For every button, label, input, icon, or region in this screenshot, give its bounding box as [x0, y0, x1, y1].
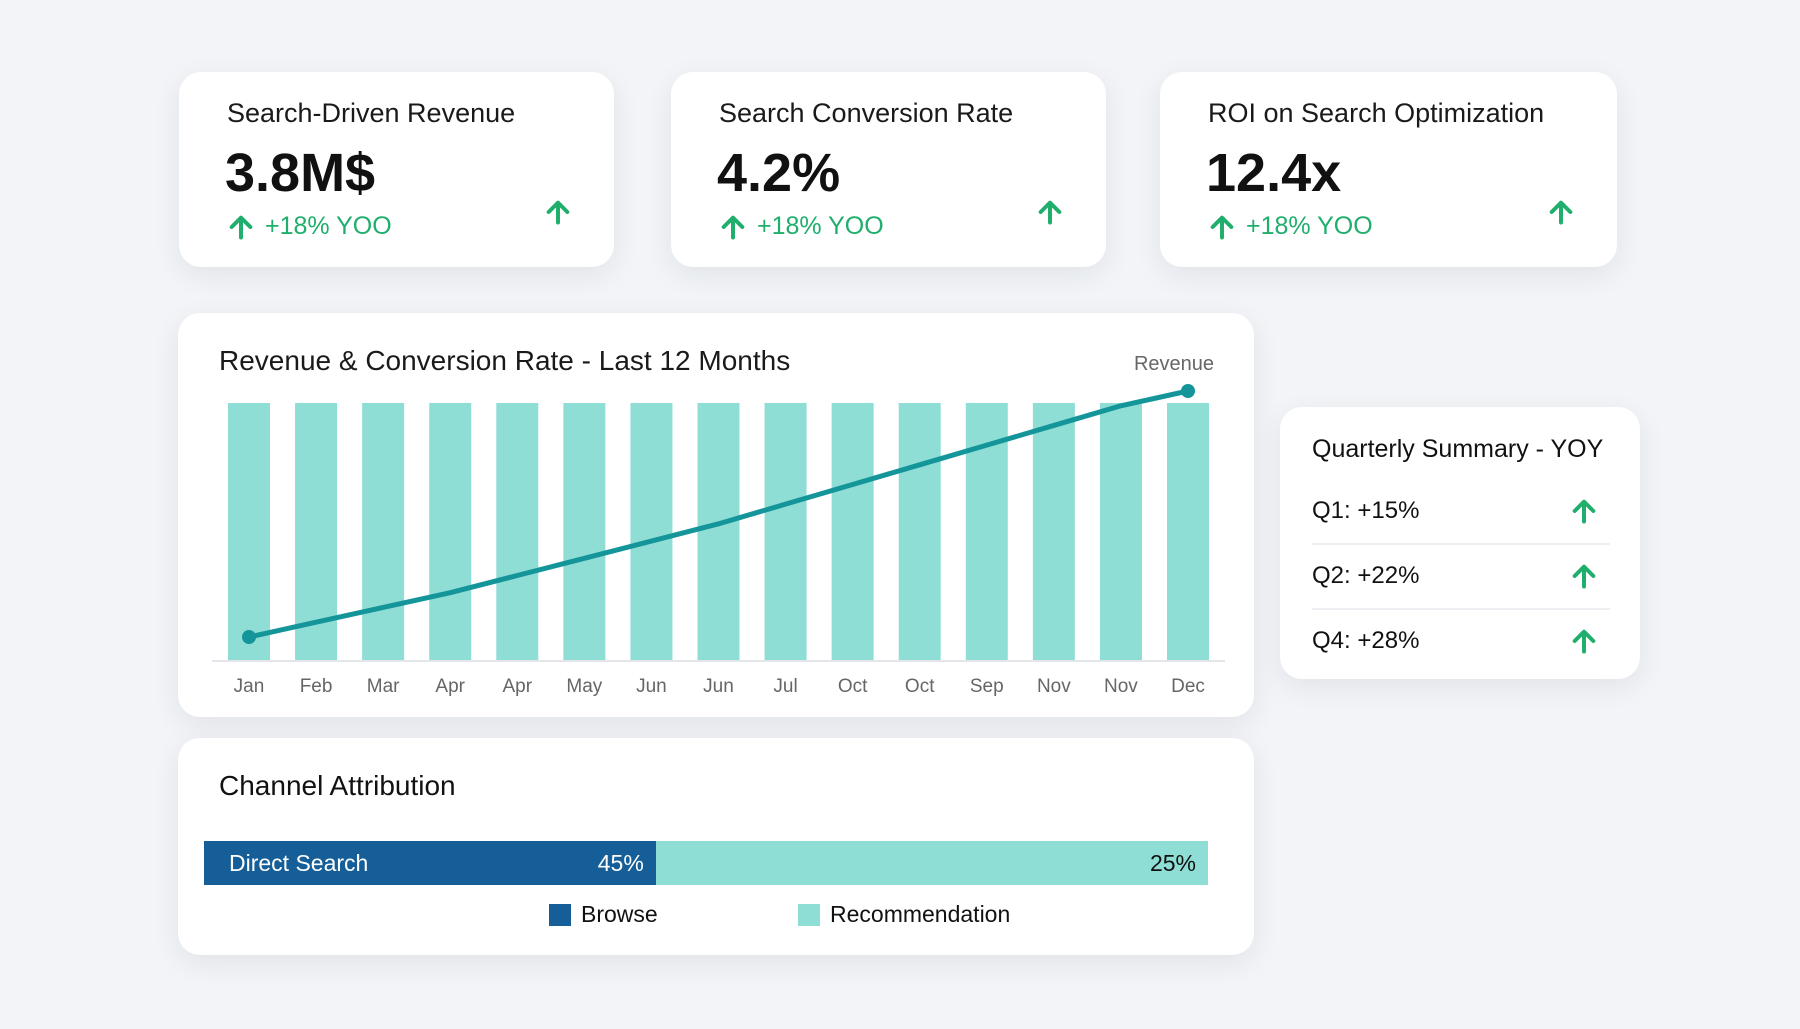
x-tick-label: Oct [904, 676, 935, 697]
quarter-label: Q4: +28% [1312, 627, 1420, 654]
revenue-bar [1032, 403, 1075, 660]
arrow-up-icon [227, 213, 255, 241]
x-tick-label: Mar [366, 676, 400, 697]
trend-up-icon [544, 198, 572, 226]
x-tick-label: Nov [1104, 676, 1138, 697]
revenue-bar [429, 403, 472, 660]
legend-swatch [549, 903, 571, 926]
revenue-bar [1099, 403, 1142, 660]
quarter-label: Q1: +15% [1312, 497, 1420, 524]
revenue-bar [630, 403, 673, 660]
quarterly-summary-card: Quarterly Summary - YOY Q1: +15% Q2: +22… [1280, 407, 1640, 679]
x-tick-label: Jan [233, 676, 265, 697]
revenue-bar [362, 403, 405, 660]
quarterly-row: Q4: +28% [1312, 609, 1610, 673]
kpi-card: Search-Driven Revenue 3.8M$ +18% YOO [179, 72, 614, 267]
revenue-bar [1167, 403, 1209, 660]
revenue-bar [831, 403, 874, 660]
trend-up-icon [1547, 198, 1575, 226]
arrow-up-icon [1570, 627, 1598, 655]
revenue-bar [898, 403, 941, 660]
kpi-title: Search-Driven Revenue [227, 98, 516, 128]
arrow-up-icon [1208, 213, 1236, 241]
arrow-up-icon [1570, 562, 1598, 590]
segment-recommendation[interactable]: 25% [655, 841, 1208, 885]
divider [1312, 608, 1610, 610]
x-tick-label: Jun [703, 676, 734, 697]
kpi-value: 12.4x [1206, 143, 1342, 203]
revenue-bar [697, 403, 740, 660]
attribution-bar: Direct Search 45% 25% [204, 841, 1208, 885]
kpi-title: ROI on Search Optimization [1208, 98, 1545, 128]
revenue-chart-card: Revenue & Conversion Rate - Last 12 Mont… [178, 313, 1254, 717]
kpi-delta: +18% YOO [1208, 212, 1373, 241]
x-tick-label: Sep [969, 676, 1004, 697]
x-tick-label: Feb [299, 676, 333, 697]
x-tick-label: Dec [1171, 676, 1205, 697]
legend-label: Browse [581, 901, 658, 927]
chart-title: Revenue & Conversion Rate - Last 12 Mont… [219, 345, 791, 376]
arrow-up-icon [719, 213, 747, 241]
line-endpoint [242, 630, 256, 644]
x-tick-label: Apr [502, 676, 533, 697]
conversion-line [248, 388, 1189, 640]
chart-plot [212, 384, 1225, 662]
divider [1312, 543, 1610, 545]
segment-direct-search[interactable]: Direct Search 45% [204, 841, 656, 885]
x-tick-label: Nov [1036, 676, 1071, 697]
kpi-card: Search Conversion Rate 4.2% +18% YOO [671, 72, 1106, 267]
kpi-delta-text: +18% YOO [757, 212, 884, 240]
arrow-up-icon [1570, 497, 1598, 525]
channel-title: Channel Attribution [219, 770, 456, 801]
kpi-value: 3.8M$ [225, 143, 376, 203]
x-tick-label: Jul [773, 676, 798, 697]
segment-value: 45% [597, 849, 644, 876]
segment-value: 25% [1149, 849, 1196, 876]
revenue-bar [764, 403, 807, 660]
quarter-label: Q2: +22% [1312, 562, 1420, 589]
quarterly-row: Q2: +22% [1312, 544, 1610, 608]
kpi-card: ROI on Search Optimization 12.4x +18% YO… [1160, 72, 1617, 267]
revenue-bar [496, 403, 539, 660]
legend-label: Recommendation [830, 901, 1011, 927]
segment-label: Direct Search [229, 849, 369, 876]
kpi-delta: +18% YOO [227, 212, 392, 241]
channel-attribution-card: Channel Attribution Direct Search 45% 25… [178, 738, 1254, 955]
legend-swatch [798, 903, 820, 926]
quarterly-title: Quarterly Summary - YOY [1312, 435, 1604, 463]
chart-legend: Revenue [1133, 353, 1214, 375]
kpi-delta-text: +18% YOO [1246, 212, 1373, 240]
quarterly-row: Q1: +15% [1312, 479, 1610, 543]
x-tick-label: Jun [636, 676, 667, 697]
kpi-delta: +18% YOO [719, 212, 884, 241]
revenue-bar [563, 403, 606, 660]
x-tick-label: Oct [837, 676, 868, 697]
x-tick-label: May [566, 676, 603, 697]
kpi-title: Search Conversion Rate [719, 98, 1014, 128]
revenue-bar [228, 403, 270, 660]
kpi-delta-text: +18% YOO [265, 212, 392, 240]
legend-recommendation: Recommendation [798, 901, 1010, 928]
trend-up-icon [1036, 198, 1064, 226]
legend-browse: Browse [549, 901, 658, 928]
line-endpoint [1181, 384, 1195, 398]
x-tick-label: Apr [435, 676, 465, 697]
kpi-value: 4.2% [717, 143, 841, 203]
